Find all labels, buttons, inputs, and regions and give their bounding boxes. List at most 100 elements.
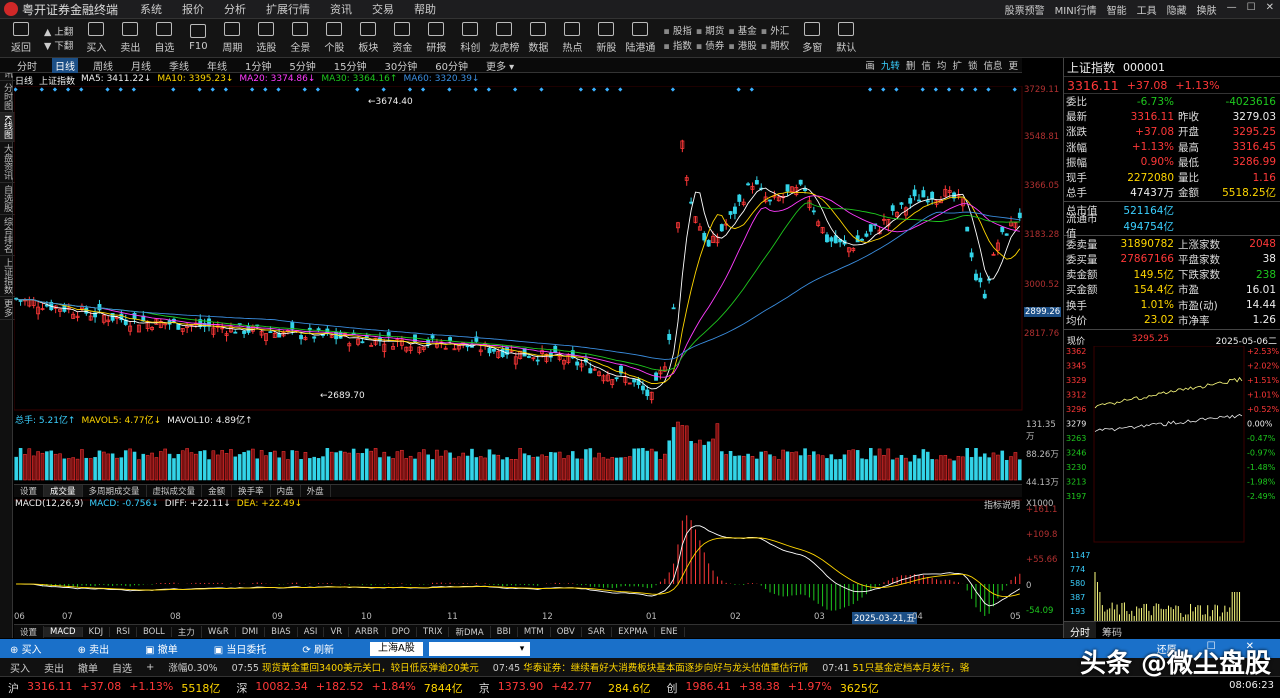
indicator-tab[interactable]: KDJ — [83, 626, 111, 637]
side-tab-sh-index[interactable]: 上证指数 — [0, 256, 15, 297]
mini-quote-button[interactable]: MINI行情 — [1054, 5, 1097, 17]
vol-tab-outer[interactable]: 外盘 — [301, 485, 331, 497]
buy-button[interactable]: 买入 — [79, 19, 113, 57]
indicator-tab[interactable]: TRIX — [417, 626, 450, 637]
chart-canvas[interactable] — [14, 86, 1062, 638]
indicator-tab[interactable]: EXPMA — [612, 626, 655, 637]
menu-help[interactable]: 帮助 — [414, 3, 437, 16]
tab-60min[interactable]: 60分钟 — [435, 61, 468, 73]
indicator-tab[interactable]: SAR — [582, 626, 613, 637]
stock-connect-button[interactable]: 陆港通 — [623, 19, 657, 57]
tab-yearly[interactable]: 年线 — [207, 61, 227, 73]
vol-tab-inner[interactable]: 内盘 — [271, 485, 301, 497]
favorites-button[interactable]: 自选 — [147, 19, 181, 57]
quick-sell-button[interactable]: 卖出 — [44, 663, 64, 675]
close-icon[interactable]: ✕ — [1245, 641, 1254, 652]
indicator-tab[interactable]: MACD — [44, 626, 83, 637]
tools-button[interactable]: 工具 — [1136, 5, 1157, 17]
grid-bond[interactable]: 债券 — [696, 38, 724, 52]
expand-tool[interactable]: 扩 — [952, 61, 962, 72]
side-tab-kline[interactable]: K线图 — [0, 113, 15, 142]
maximize-icon[interactable]: ☐ — [1246, 1, 1256, 13]
info-tool[interactable]: 信息 — [983, 61, 1003, 72]
funds-button[interactable]: 资金 — [385, 19, 419, 57]
side-tab-ranking[interactable]: 综合排名 — [0, 215, 15, 256]
indicator-tab[interactable]: 主力 — [172, 625, 202, 638]
indicator-tab[interactable]: 新DMA — [449, 625, 491, 638]
indicator-tab[interactable]: DPO — [386, 626, 418, 637]
index-cy[interactable]: 创 1986.41 +38.38 +1.97% 3625亿 — [666, 679, 879, 695]
menu-info[interactable]: 资讯 — [330, 3, 353, 16]
index-sh[interactable]: 沪 3316.11 +37.08 +1.13% 5518亿 — [8, 679, 221, 695]
minimize-icon[interactable]: — — [1226, 1, 1237, 13]
index-sz[interactable]: 深 10082.34 +182.52 +1.84% 7844亿 — [236, 679, 463, 695]
smart-button[interactable]: 智能 — [1106, 5, 1127, 17]
vol-tab-amount[interactable]: 金额 — [202, 485, 233, 497]
menu-analysis[interactable]: 分析 — [224, 3, 247, 16]
indicator-tab[interactable]: VR — [324, 626, 350, 637]
tab-daily[interactable]: 日线 — [52, 57, 78, 73]
data-button[interactable]: 数据 — [521, 19, 555, 57]
indicator-tab[interactable]: ASI — [298, 626, 325, 637]
ipo-button[interactable]: 新股 — [589, 19, 623, 57]
indicator-tab[interactable]: RSI — [110, 626, 137, 637]
tab-1min[interactable]: 1分钟 — [245, 61, 272, 73]
f10-button[interactable]: F10 — [181, 19, 215, 57]
vol-tab-turnover[interactable]: 换手率 — [232, 485, 271, 497]
star-market-button[interactable]: 科创 — [453, 19, 487, 57]
grid-fund[interactable]: 基金 — [728, 23, 757, 37]
grid-futures[interactable]: 期货 — [696, 23, 724, 37]
dragon-tiger-button[interactable]: 龙虎榜 — [487, 19, 521, 57]
trade-orders-button[interactable]: ▣ 当日委托 — [213, 645, 267, 656]
draw-tool[interactable]: 画 — [865, 61, 875, 72]
market-select[interactable]: 上海A股 — [369, 641, 423, 656]
indicator-tab[interactable]: 设置 — [14, 625, 45, 638]
menu-system[interactable]: 系统 — [140, 3, 163, 16]
menu-trade[interactable]: 交易 — [372, 3, 395, 16]
news-item[interactable]: 07:41 51只基金定档本月发行，骆 — [822, 663, 970, 674]
tab-15min[interactable]: 15分钟 — [333, 61, 367, 73]
news-item[interactable]: 涨幅0.30% — [168, 663, 218, 674]
tab-weekly[interactable]: 周线 — [93, 61, 113, 73]
trade-cancel-button[interactable]: ▣ 撤单 — [145, 645, 178, 656]
menu-ext-quote[interactable]: 扩展行情 — [266, 3, 311, 16]
quick-buy-button[interactable]: 买入 — [10, 663, 30, 675]
news-item[interactable]: 07:45 华泰证券：继续看好大消费板块基本面逐步向好与龙头估值重估行情 — [492, 663, 809, 674]
indicator-tab[interactable]: ENE — [655, 626, 685, 637]
indicator-tab[interactable]: BBI — [491, 626, 518, 637]
close-icon[interactable]: ✕ — [1265, 1, 1274, 13]
tab-30min[interactable]: 30分钟 — [384, 61, 418, 73]
nine-turn-tool[interactable]: 九转 — [880, 61, 900, 72]
quick-watch-button[interactable]: 自选 — [112, 663, 132, 675]
indicator-tab[interactable]: BIAS — [265, 626, 298, 637]
indicator-tab[interactable]: W&R — [202, 626, 236, 637]
multi-window-button[interactable]: 多窗 — [795, 19, 829, 57]
single-stock-button[interactable]: 个股 — [317, 19, 351, 57]
quick-cancel-button[interactable]: 撤单 — [78, 663, 98, 675]
maximize-icon[interactable]: ☐ — [1206, 641, 1216, 652]
panorama-button[interactable]: 全景 — [283, 19, 317, 57]
research-button[interactable]: 研报 — [419, 19, 453, 57]
tab-intraday-mini[interactable]: 分时 — [1064, 622, 1096, 639]
tab-quarterly[interactable]: 季线 — [169, 61, 189, 73]
account-select[interactable]: A260277521 ▾ — [428, 641, 531, 656]
period-button[interactable]: 周期 — [215, 19, 249, 57]
menu-quote[interactable]: 报价 — [182, 3, 205, 16]
default-button[interactable]: 默认 — [829, 19, 863, 57]
grid-hk-stock[interactable]: 港股 — [728, 38, 757, 52]
vol-tab-volume[interactable]: 成交量 — [44, 485, 83, 497]
vol-tab-virtual[interactable]: 虚拟成交量 — [147, 485, 203, 497]
grid-option[interactable]: 期权 — [761, 38, 789, 52]
tab-intraday[interactable]: 分时 — [17, 61, 37, 73]
restore-button[interactable]: 还原 — [1156, 645, 1177, 656]
vol-tab-multi-period[interactable]: 多周期成交量 — [83, 485, 147, 497]
trade-refresh-button[interactable]: ⟳ 刷新 — [302, 645, 334, 656]
side-tab-market-news[interactable]: 大盘资讯 — [0, 142, 15, 183]
vol-tab-settings[interactable]: 设置 — [14, 485, 45, 497]
indicator-tab[interactable]: DMI — [236, 626, 266, 637]
indicator-help-link[interactable]: 指标说明 — [984, 501, 1021, 511]
hide-button[interactable]: 隐藏 — [1166, 5, 1187, 17]
skin-button[interactable]: 换肤 — [1196, 5, 1217, 17]
news-item[interactable]: 07:55 现货黄金重回3400美元关口，较日低反弹逾20美元 — [231, 663, 479, 674]
signal-tool[interactable]: 信 — [921, 61, 931, 72]
